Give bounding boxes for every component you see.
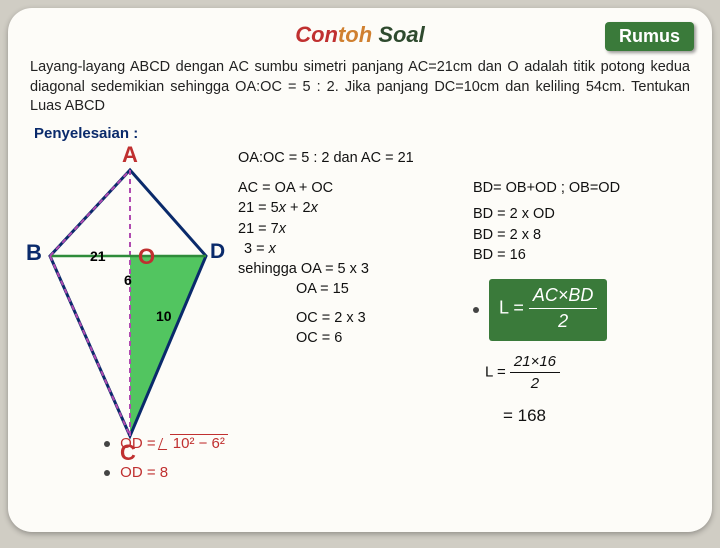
calc-col-a: AC = OA + OC 21 = 5x + 2x 21 = 7x 3 = x … bbox=[238, 178, 455, 427]
calc-col-b: BD= OB+OD ; OB=OD BD = 2 x OD BD = 2 x 8… bbox=[473, 178, 690, 427]
line-sehingga: sehingga OA = 5 x 3 bbox=[238, 259, 455, 279]
num-6: 6 bbox=[124, 272, 132, 288]
label-O: O bbox=[138, 244, 155, 270]
eq-21-7x: 21 = 7x bbox=[238, 219, 455, 239]
bd-line4: BD = 16 bbox=[473, 245, 690, 265]
slide-header: Contoh Soal Rumus bbox=[30, 22, 690, 48]
bd-line3: BD = 2 x 8 bbox=[473, 225, 690, 245]
num-10: 10 bbox=[156, 308, 172, 324]
line-oa15: OA = 15 bbox=[296, 279, 455, 299]
bd-line1: BD= OB+OD ; OB=OD bbox=[473, 178, 690, 198]
eq-21-5x2x: 21 = 5x + 2x bbox=[238, 198, 455, 218]
title-part-3: Soal bbox=[378, 22, 424, 47]
line-oc6: OC = 6 bbox=[296, 328, 455, 348]
work-area: OA:OC = 5 : 2 dan AC = 21 AC = OA + OC 2… bbox=[230, 148, 690, 486]
label-D: D bbox=[210, 240, 225, 264]
rumus-button[interactable]: Rumus bbox=[605, 22, 694, 51]
label-A: A bbox=[122, 142, 138, 168]
L-step2: L = 21×16 2 bbox=[485, 351, 690, 394]
bd-line2: BD = 2 x OD bbox=[473, 204, 690, 224]
L-result: = 168 bbox=[503, 404, 690, 428]
line-oc23: OC = 2 x 3 bbox=[296, 308, 455, 328]
label-C: C bbox=[120, 440, 136, 466]
bullet-icon-3 bbox=[104, 470, 110, 476]
label-B: B bbox=[26, 240, 42, 266]
title-part-1: Con bbox=[295, 22, 338, 47]
kite-diagram: A B D O C 21 6 10 bbox=[30, 148, 230, 468]
solve-label: Penyelesaian : bbox=[34, 125, 690, 142]
kite-svg bbox=[30, 148, 230, 468]
title-part-2: toh bbox=[338, 22, 378, 47]
slide-title: Contoh Soal bbox=[295, 22, 425, 48]
content-row: A B D O C 21 6 10 OA:OC = 5 : 2 dan AC =… bbox=[30, 148, 690, 486]
formula-box: L = AC×BD 2 bbox=[489, 279, 607, 340]
ac-eq: AC = OA + OC bbox=[238, 178, 455, 198]
num-21: 21 bbox=[90, 248, 106, 264]
formula-L: L = AC×BD 2 bbox=[473, 279, 690, 340]
work-line1: OA:OC = 5 : 2 dan AC = 21 bbox=[238, 148, 690, 168]
od-sqrt: OD = 10² − 6² bbox=[104, 433, 690, 454]
bullet-icon bbox=[473, 307, 479, 313]
eq-3-x: 3 = x bbox=[244, 239, 455, 259]
problem-text: Layang-layang ABCD dengan AC sumbu simet… bbox=[30, 58, 690, 117]
